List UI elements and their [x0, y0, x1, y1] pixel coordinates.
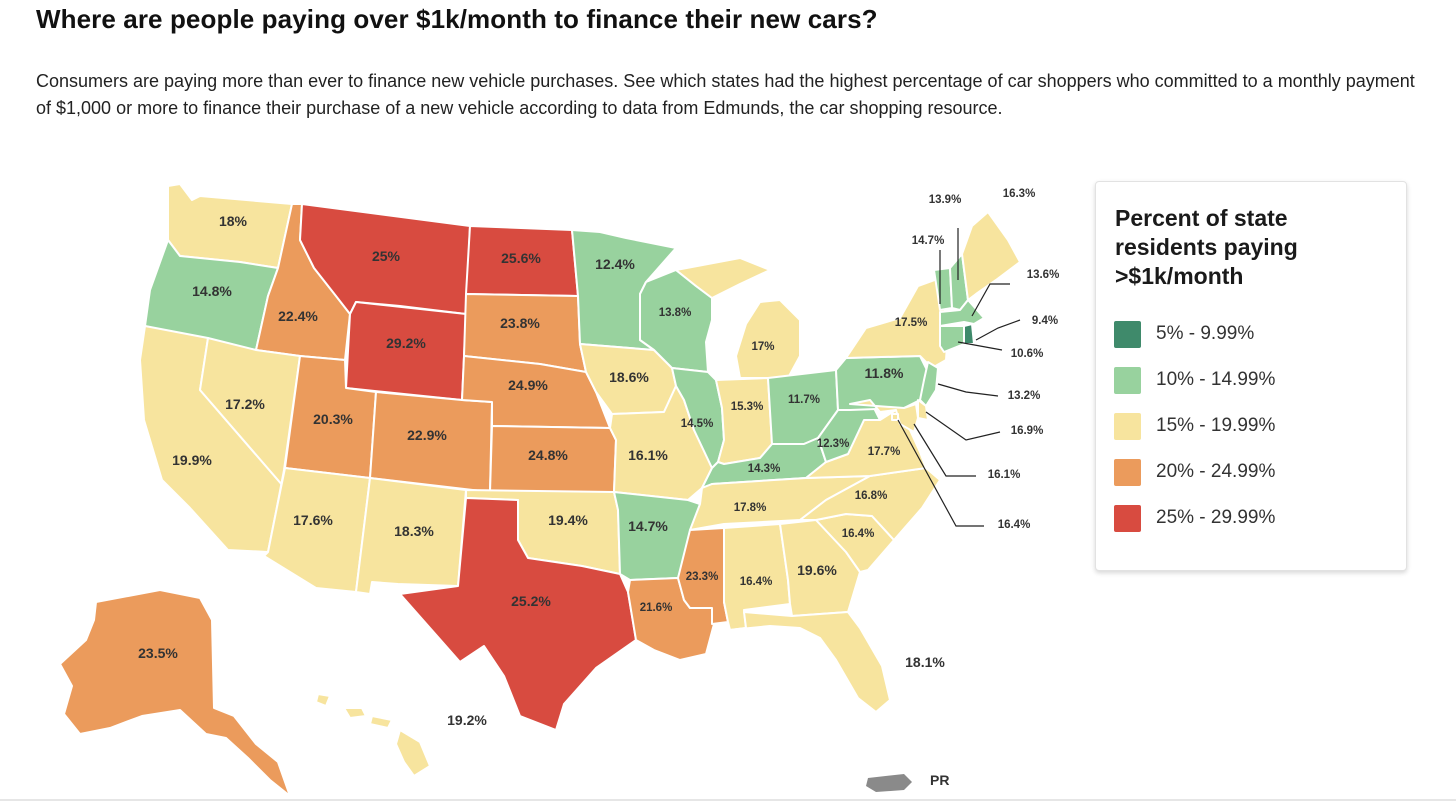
us-map-svg: 18% 14.8% 19.9% 22.4% 17.2% 25% 29.2% 20.3% 17.6…: [59, 183, 1059, 797]
value-labels: 18% 14.8% 19.9% 22.4% 17.2% 25% 29.2% 20.3% 17.6…: [138, 188, 1059, 728]
value-label-or: 14.8%: [192, 283, 232, 299]
state-indiana[interactable]: [715, 377, 773, 465]
value-label-co: 22.9%: [407, 427, 447, 443]
legend-panel: Percent of state residents paying >$1k/m…: [1095, 181, 1407, 571]
value-label-ar: 14.7%: [628, 518, 668, 534]
value-label-nm: 18.3%: [394, 523, 434, 539]
value-label-sd: 23.8%: [500, 315, 540, 331]
value-label-ca: 19.9%: [172, 452, 212, 468]
value-label-mi: 17%: [751, 341, 774, 353]
page-description: Consumers are paying more than ever to f…: [36, 71, 1415, 118]
state-shapes: [59, 183, 1021, 797]
value-label-ok: 19.4%: [548, 512, 588, 528]
legend-title: Percent of state residents paying >$1k/m…: [1115, 205, 1298, 289]
value-label-al: 16.4%: [740, 576, 773, 588]
value-label-me: 16.3%: [1003, 188, 1036, 200]
bottom-divider: [0, 799, 1456, 801]
leader-line-ma: [971, 283, 1010, 317]
value-label-mt: 25%: [372, 248, 401, 264]
choropleth-map: 18% 14.8% 19.9% 22.4% 17.2% 25% 29.2% 20.3% 17.6…: [0, 150, 1456, 802]
value-label-ak: 23.5%: [138, 645, 178, 661]
legend-label: 10% - 14.99%: [1156, 369, 1276, 390]
state-texas[interactable]: [399, 497, 637, 731]
state-wyoming[interactable]: [345, 301, 467, 401]
state-michigan[interactable]: [675, 257, 801, 379]
value-label-id: 22.4%: [278, 308, 318, 324]
value-label-mn: 12.4%: [595, 256, 635, 272]
state-district-of-columbia[interactable]: [891, 413, 899, 421]
value-label-nd: 25.6%: [501, 250, 541, 266]
puerto-rico-shape: [866, 774, 912, 792]
value-label-ri: 9.4%: [1032, 315, 1058, 327]
value-label-tx: 25.2%: [511, 593, 551, 609]
legend-label: 15% - 19.99%: [1156, 415, 1276, 436]
value-label-az: 17.6%: [293, 512, 333, 528]
page-title: Where are people paying over $1k/month t…: [36, 4, 878, 34]
value-label-in: 15.3%: [731, 401, 764, 413]
legend-swatch-dark-green: [1114, 320, 1141, 348]
leader-line-ri: [975, 319, 1021, 341]
state-rhode-island[interactable]: [963, 323, 975, 345]
legend-item-25-30: 25% - 29.99%: [1114, 504, 1275, 532]
value-label-dc: 16.4%: [998, 519, 1031, 531]
legend-item-5-10: 5% - 9.99%: [1114, 320, 1254, 348]
value-label-il: 14.5%: [681, 418, 714, 430]
value-label-nv: 17.2%: [225, 396, 265, 412]
leader-line-md: [913, 423, 976, 477]
value-label-wy: 29.2%: [386, 335, 426, 351]
value-label-ne: 24.9%: [508, 377, 548, 393]
leader-line-ct: [957, 341, 1003, 351]
value-label-ma: 13.6%: [1027, 269, 1060, 281]
value-label-va: 17.7%: [868, 446, 901, 458]
value-label-la: 21.6%: [640, 602, 673, 614]
value-label-wa: 18%: [219, 213, 248, 229]
value-label-ms: 23.3%: [686, 571, 719, 583]
legend-swatch-yellow: [1114, 412, 1141, 440]
legend-label: 20% - 24.99%: [1156, 461, 1276, 482]
leader-line-dc: [897, 419, 984, 527]
value-label-sc: 16.4%: [842, 528, 875, 540]
legend-item-20-25: 20% - 24.99%: [1114, 458, 1275, 486]
state-florida[interactable]: [729, 611, 891, 713]
legend-item-15-20: 15% - 19.99%: [1114, 412, 1275, 440]
value-label-mo: 16.1%: [628, 447, 668, 463]
value-label-ny: 17.5%: [895, 317, 928, 329]
state-hawaii[interactable]: [315, 693, 431, 777]
state-maryland[interactable]: [849, 399, 919, 433]
leader-line-nj: [937, 383, 999, 397]
value-label-md: 16.1%: [988, 469, 1021, 481]
state-maine[interactable]: [961, 211, 1021, 301]
legend-swatch-light-green: [1114, 366, 1141, 394]
value-label-ga: 19.6%: [797, 562, 837, 578]
value-label-ct: 10.6%: [1011, 348, 1044, 360]
state-alaska[interactable]: [59, 589, 291, 797]
legend-label: 25% - 29.99%: [1156, 507, 1276, 528]
value-label-tn: 17.8%: [734, 502, 767, 514]
value-label-nh: 14.7%: [912, 235, 945, 247]
value-label-vt: 13.9%: [929, 194, 962, 206]
legend-swatch-red: [1114, 504, 1141, 532]
territory-label-pr: PR: [930, 772, 949, 788]
value-label-ut: 20.3%: [313, 411, 353, 427]
state-connecticut[interactable]: [939, 325, 965, 353]
value-label-oh: 11.7%: [788, 394, 820, 406]
legend-item-10-15: 10% - 14.99%: [1114, 366, 1275, 394]
value-label-hi: 19.2%: [447, 712, 487, 728]
value-label-wi: 13.8%: [659, 307, 692, 319]
leader-line-de: [925, 411, 1001, 441]
value-label-ia: 18.6%: [609, 369, 649, 385]
value-label-ks: 24.8%: [528, 447, 568, 463]
value-label-nj: 13.2%: [1008, 390, 1041, 402]
leader-lines: [897, 228, 1021, 527]
value-label-fl: 18.1%: [905, 654, 945, 670]
value-label-nc: 16.8%: [855, 490, 888, 502]
legend-label: 5% - 9.99%: [1156, 323, 1255, 344]
value-label-wv: 12.3%: [817, 438, 850, 450]
value-label-ky: 14.3%: [748, 463, 781, 475]
value-label-de: 16.9%: [1011, 425, 1044, 437]
legend-swatch-orange: [1114, 458, 1141, 486]
value-label-pa: 11.8%: [865, 365, 904, 381]
